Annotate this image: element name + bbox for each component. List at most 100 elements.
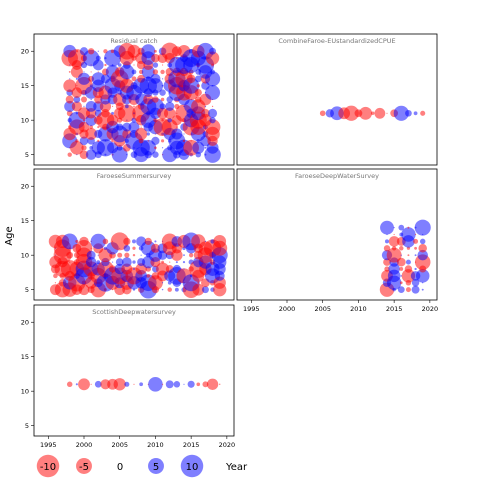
bubble-point [161, 260, 164, 264]
bubble-point [202, 381, 209, 388]
x-axis-title: Year [225, 462, 248, 473]
bubble-point [407, 226, 410, 229]
bubble-point [411, 279, 420, 287]
bubble-point [102, 238, 109, 245]
x-tick-label: 1995 [40, 441, 57, 449]
bubble-point [90, 383, 92, 385]
bubble-point [117, 104, 136, 123]
bubble-point [388, 236, 400, 247]
bubble-point [407, 254, 410, 257]
bubble-point [83, 105, 85, 107]
bubble-point [66, 251, 74, 259]
bubble-point [148, 376, 163, 392]
bubble-point [399, 246, 404, 251]
bubble-point [124, 252, 130, 258]
bubble-point [209, 47, 217, 55]
bubble-point [159, 89, 166, 96]
panel-title: CombineFaroe-EUstandardizedCPUE [278, 37, 395, 45]
legend-label: 0 [117, 462, 123, 473]
bubble-point [90, 247, 92, 249]
bubble-point [133, 105, 135, 108]
bubble-point [189, 253, 194, 258]
bubble-point [400, 254, 402, 256]
bubble-point [86, 250, 96, 260]
panel-4: FaroeseDeepWaterSurvey 1995 2000 2005 2010 20… [236, 168, 438, 313]
bubble-point [78, 284, 90, 296]
bubble-point [401, 269, 416, 283]
legend-label: -5 [79, 462, 89, 473]
bubble-point [163, 107, 176, 120]
y-tick-label: 15 [21, 82, 29, 90]
bubble-point [194, 89, 202, 97]
bubble-point [201, 286, 209, 294]
bubble-point [110, 232, 129, 251]
bubble-point [167, 287, 172, 292]
bubble-point [110, 49, 115, 53]
bubble-point [370, 111, 375, 116]
bubble-point [420, 110, 426, 116]
x-tick-label: 2000 [279, 305, 296, 313]
y-tick-label: 20 [21, 183, 29, 191]
bubble-point [144, 237, 152, 246]
bubble-point [319, 110, 326, 117]
bubble-point [391, 246, 397, 251]
bubble-point [161, 78, 164, 80]
bubble-point [111, 139, 114, 143]
bubble-point [211, 105, 214, 108]
bubble-point [161, 64, 164, 66]
y-tick-label: 20 [21, 319, 29, 327]
bubble-point [209, 117, 216, 124]
bubble-point [414, 219, 431, 236]
bubble-point [401, 227, 416, 242]
bubble-point [67, 152, 72, 157]
legend-bubble [148, 458, 164, 474]
bubble-point [154, 146, 157, 150]
bubble-point [161, 383, 164, 385]
y-tick-label: 15 [21, 353, 29, 361]
bubble-point [68, 71, 71, 73]
bubble-point [161, 147, 164, 149]
bubble-point [167, 117, 173, 123]
bubble-point [135, 127, 148, 141]
y-tick-label: 20 [21, 48, 29, 56]
y-tick-label: 5 [25, 286, 29, 294]
bubble-point [397, 286, 405, 294]
bubble-point [171, 128, 183, 140]
bubble-point [124, 381, 130, 387]
bubble-point [174, 287, 179, 292]
bubble-point [146, 132, 150, 136]
panel-2: CombineFaroe-EUstandardizedCPUE [236, 33, 438, 166]
bubble-point [123, 245, 131, 252]
bubble-point [150, 243, 160, 253]
bubble-point [194, 75, 202, 83]
bubble-point [97, 139, 100, 142]
bubble-point [386, 112, 388, 114]
bubble-point [126, 154, 128, 156]
bubble-point [204, 119, 221, 135]
bubble-point [183, 77, 200, 94]
y-tick-label: 10 [21, 251, 29, 259]
bubble-point [87, 48, 95, 55]
bubble-point [111, 105, 114, 107]
bubble-point [140, 126, 142, 128]
legend-entry: 10 [180, 454, 204, 478]
bubble-point [70, 140, 84, 155]
panels-group: Residual catch 5 10 15 20 CombineFaroe-EUstan… [21, 33, 438, 449]
bubble-point [359, 106, 373, 120]
bubble-point [75, 50, 79, 53]
panel-frame [33, 33, 235, 166]
bubble-point [115, 258, 124, 266]
panel-frame [33, 168, 235, 301]
bubble-point [399, 267, 404, 271]
bubble-point [176, 126, 178, 128]
bubble-point [132, 253, 136, 257]
bubble-point [75, 112, 79, 115]
bubble-point [400, 275, 403, 277]
bubble-point [140, 139, 157, 156]
bubble-point [414, 233, 417, 236]
bubble-point [82, 119, 86, 122]
bubble-point [81, 96, 87, 103]
bubble-point [201, 108, 210, 118]
bubble-point [151, 136, 160, 145]
